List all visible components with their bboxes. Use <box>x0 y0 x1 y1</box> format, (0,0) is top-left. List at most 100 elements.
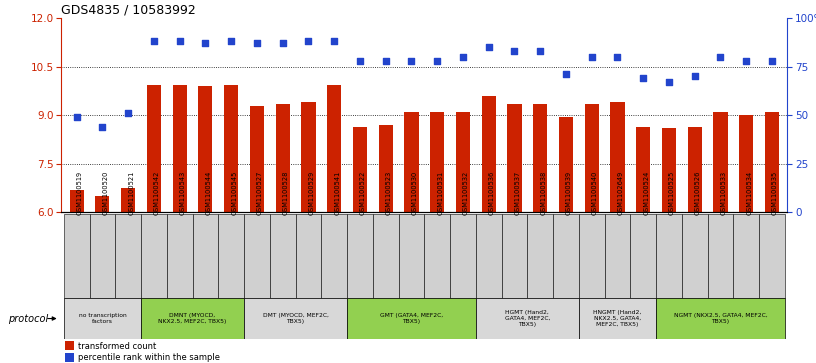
Bar <box>707 214 734 298</box>
Text: GSM1100520: GSM1100520 <box>102 171 109 215</box>
Bar <box>739 115 753 363</box>
Text: GSM1100534: GSM1100534 <box>747 171 752 215</box>
Text: HNGMT (Hand2,
NKX2.5, GATA4,
MEF2C, TBX5): HNGMT (Hand2, NKX2.5, GATA4, MEF2C, TBX5… <box>593 310 641 327</box>
Point <box>456 54 469 60</box>
Point <box>663 79 676 85</box>
Bar <box>147 85 161 363</box>
Text: GSM1100523: GSM1100523 <box>386 171 392 215</box>
Point <box>122 110 135 116</box>
Bar <box>630 214 656 298</box>
Text: GSM1100528: GSM1100528 <box>282 171 289 215</box>
Bar <box>322 214 347 298</box>
Bar <box>533 104 548 363</box>
Text: no transcription
factors: no transcription factors <box>78 313 126 324</box>
Bar <box>734 214 759 298</box>
Bar <box>347 214 373 298</box>
Bar <box>327 85 341 363</box>
Text: HGMT (Hand2,
GATA4, MEF2C,
TBX5): HGMT (Hand2, GATA4, MEF2C, TBX5) <box>504 310 550 327</box>
Point <box>611 54 624 60</box>
Point <box>379 58 392 64</box>
Point <box>765 58 778 64</box>
Bar <box>688 127 702 363</box>
Text: GSM1100539: GSM1100539 <box>566 171 572 215</box>
Bar <box>682 214 707 298</box>
Bar <box>193 214 219 298</box>
Point <box>431 58 444 64</box>
Bar <box>759 214 785 298</box>
Bar <box>527 214 553 298</box>
Point <box>173 38 186 44</box>
Point <box>148 38 161 44</box>
Text: GSM1100543: GSM1100543 <box>180 171 186 215</box>
Bar <box>379 125 392 363</box>
Point <box>636 76 650 81</box>
Text: GSM1100522: GSM1100522 <box>360 171 366 215</box>
Bar <box>656 298 785 339</box>
Bar <box>224 85 238 363</box>
Bar <box>450 214 476 298</box>
Bar <box>610 102 624 363</box>
Text: NGMT (NKX2.5, GATA4, MEF2C,
TBX5): NGMT (NKX2.5, GATA4, MEF2C, TBX5) <box>674 313 767 324</box>
Point <box>534 48 547 54</box>
Text: GSM1100536: GSM1100536 <box>489 171 494 215</box>
Bar <box>405 112 419 363</box>
Bar <box>508 104 521 363</box>
Text: GSM1100545: GSM1100545 <box>231 171 237 215</box>
Bar <box>64 214 90 298</box>
Text: GSM1100537: GSM1100537 <box>514 171 521 215</box>
Point <box>405 58 418 64</box>
Point <box>482 44 495 50</box>
Text: percentile rank within the sample: percentile rank within the sample <box>78 353 220 362</box>
Bar <box>502 214 527 298</box>
Bar <box>244 298 347 339</box>
Bar <box>64 298 141 339</box>
Bar <box>250 106 264 363</box>
Bar <box>172 85 187 363</box>
Bar <box>456 112 470 363</box>
Text: GSM1100521: GSM1100521 <box>128 171 134 215</box>
Text: DMNT (MYOCD,
NKX2.5, MEF2C, TBX5): DMNT (MYOCD, NKX2.5, MEF2C, TBX5) <box>158 313 227 324</box>
Bar <box>713 112 728 363</box>
Point <box>70 114 83 120</box>
Text: GSM1100531: GSM1100531 <box>437 171 443 215</box>
Point <box>251 41 264 46</box>
Point <box>560 72 573 77</box>
Bar <box>69 190 84 363</box>
Point <box>95 124 109 130</box>
Bar <box>553 214 579 298</box>
Point <box>740 58 753 64</box>
Bar <box>166 214 193 298</box>
Text: GSM1100544: GSM1100544 <box>206 171 211 215</box>
Text: GSM1100533: GSM1100533 <box>721 171 726 215</box>
Bar <box>121 188 135 363</box>
Bar <box>90 214 115 298</box>
Text: GSM1100526: GSM1100526 <box>694 171 701 215</box>
Text: GSM1100527: GSM1100527 <box>257 171 263 215</box>
Point <box>302 38 315 44</box>
Text: GSM1100541: GSM1100541 <box>335 171 340 215</box>
Bar <box>605 214 630 298</box>
Text: GSM1100525: GSM1100525 <box>669 171 675 215</box>
Bar <box>270 214 295 298</box>
Bar <box>662 128 676 363</box>
Bar <box>347 298 476 339</box>
Text: GSM1100542: GSM1100542 <box>154 171 160 215</box>
Text: GSM1100519: GSM1100519 <box>77 171 82 215</box>
Point <box>224 38 237 44</box>
Point <box>328 38 341 44</box>
Point <box>276 41 289 46</box>
Bar <box>584 104 599 363</box>
Bar <box>656 214 682 298</box>
Text: GSM1100535: GSM1100535 <box>772 171 778 215</box>
Bar <box>476 214 502 298</box>
Bar <box>765 112 779 363</box>
Text: GSM1100538: GSM1100538 <box>540 171 546 215</box>
Text: protocol: protocol <box>8 314 48 323</box>
Text: GSM1100532: GSM1100532 <box>463 171 469 215</box>
Bar <box>424 214 450 298</box>
Bar <box>115 214 141 298</box>
Bar <box>141 298 244 339</box>
Bar <box>481 96 496 363</box>
Bar <box>64 341 74 350</box>
Bar <box>295 214 322 298</box>
